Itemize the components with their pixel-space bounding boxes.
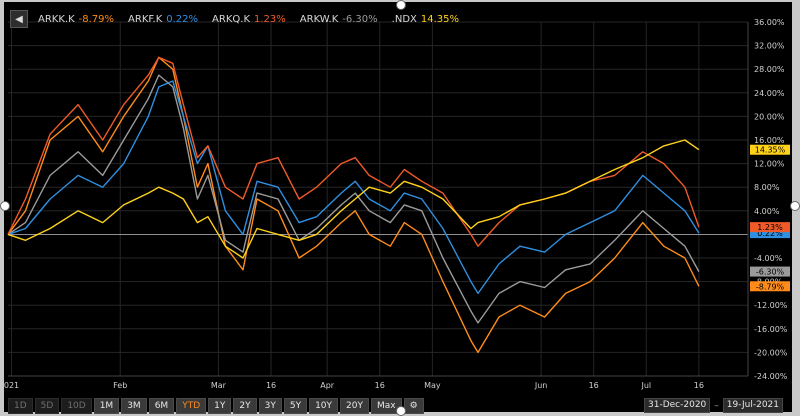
series-line-arkwk [7,74,700,324]
x-tick-label: Apr [320,381,335,390]
period-button-20y[interactable]: 20Y [340,398,369,414]
period-button-5d[interactable]: 5D [34,398,60,414]
period-button-3m[interactable]: 3M [121,398,147,414]
end-value-box [750,228,790,239]
end-value-label: 0.22% [757,229,783,238]
period-button-10y[interactable]: 10Y [309,398,339,414]
series-line-arkkk [7,56,700,354]
period-button-ytd[interactable]: YTD [176,398,207,414]
end-value-box [750,266,790,277]
y-tick-label: -24.00% [754,372,788,381]
legend-item-arkw[interactable]: ARKW.K -6.30% [300,14,378,25]
gear-icon[interactable]: ⚙ [403,398,424,414]
end-value-box [750,222,790,233]
x-tick-label: May [424,381,441,390]
series-line-ndx [7,139,700,259]
legend-value: 0.22% [166,13,199,25]
resize-handle-right[interactable] [790,201,800,211]
x-tick-label: 021 [4,381,19,390]
line-chart[interactable]: -24.00%-20.00%-16.00%-12.00%-8.00%-4.00%… [4,2,792,412]
x-tick-label: Jul [640,381,651,390]
series-line-arkqk [7,56,700,247]
y-tick-label: 16.00% [754,136,785,145]
period-button-3y[interactable]: 3Y [258,398,282,414]
end-value-label: 1.23% [757,223,783,232]
x-tick-label: 16 [589,381,599,390]
legend-item-ndx[interactable]: .NDX 14.35% [392,14,459,25]
x-tick-label: Jun [534,381,548,390]
y-tick-label: 20.00% [754,112,785,121]
period-button-1y[interactable]: 1Y [208,398,232,414]
legend-value: -8.79% [78,13,115,25]
end-value-label: -8.79% [756,282,785,291]
y-tick-label: -20.00% [754,348,788,357]
y-tick-label: 28.00% [754,65,785,74]
end-value-box [750,281,790,292]
y-tick-label: 4.00% [754,207,780,216]
x-tick-label: Feb [113,381,127,390]
y-tick-label: -12.00% [754,301,788,310]
legend-item-arkk[interactable]: ARKK.K -8.79% [38,14,114,25]
y-tick-label: 32.00% [754,42,785,51]
end-value-box [750,144,790,155]
range-end-date[interactable]: 19-Jul-2021 [722,398,783,413]
legend-name: ARKF.K [128,13,163,25]
period-button-2y[interactable]: 2Y [233,398,257,414]
y-tick-label: -16.00% [754,325,788,334]
resize-handle-left[interactable] [0,201,10,211]
period-button-6m[interactable]: 6M [148,398,175,414]
legend-value: -6.30% [342,13,378,25]
x-tick-label: 16 [375,381,385,390]
chart-window: -24.00%-20.00%-16.00%-12.00%-8.00%-4.00%… [4,2,792,414]
x-tick-label: 16 [694,381,704,390]
x-tick-label: 16 [266,381,276,390]
period-button-1m[interactable]: 1M [93,398,120,414]
end-value-label: -6.30% [756,268,785,277]
legend-item-arkf[interactable]: ARKF.K 0.22% [128,14,198,25]
legend-name: .NDX [391,13,417,25]
y-tick-label: -4.00% [754,254,783,263]
legend-name: ARKW.K [299,13,339,25]
series-line-arkfk [7,80,700,295]
period-toolbar: 1D 5D 10D 1M 3M 6M YTD 1Y 2Y 3Y 5Y 10Y 2… [8,398,426,414]
period-button-1d[interactable]: 1D [8,398,33,414]
range-separator: – [714,400,719,411]
y-tick-label: 24.00% [754,89,785,98]
legend-bar: ◀ ARKK.K -8.79% ARKF.K 0.22% ARKQ.K 1.23… [10,8,473,30]
legend-name: ARKQ.K [212,13,251,25]
legend-value: 14.35% [420,13,460,25]
y-tick-label: 36.00% [754,18,785,27]
legend-item-arkq[interactable]: ARKQ.K 1.23% [212,14,286,25]
resize-handle-bottom[interactable] [396,406,406,416]
date-range: 31-Dec-2020 – 19-Jul-2021 [644,398,783,413]
period-button-10d[interactable]: 10D [61,398,92,414]
period-button-5y[interactable]: 5Y [283,398,308,414]
back-arrow-icon[interactable]: ◀ [10,10,28,28]
end-value-label: 14.35% [755,146,786,155]
range-start-date[interactable]: 31-Dec-2020 [644,398,711,413]
y-tick-label: 8.00% [754,183,780,192]
y-tick-label: 12.00% [754,160,785,169]
legend-name: ARKK.K [38,13,75,25]
x-tick-label: Mar [211,381,227,390]
legend-value: 1.23% [254,13,286,25]
resize-handle-top[interactable] [396,0,406,10]
